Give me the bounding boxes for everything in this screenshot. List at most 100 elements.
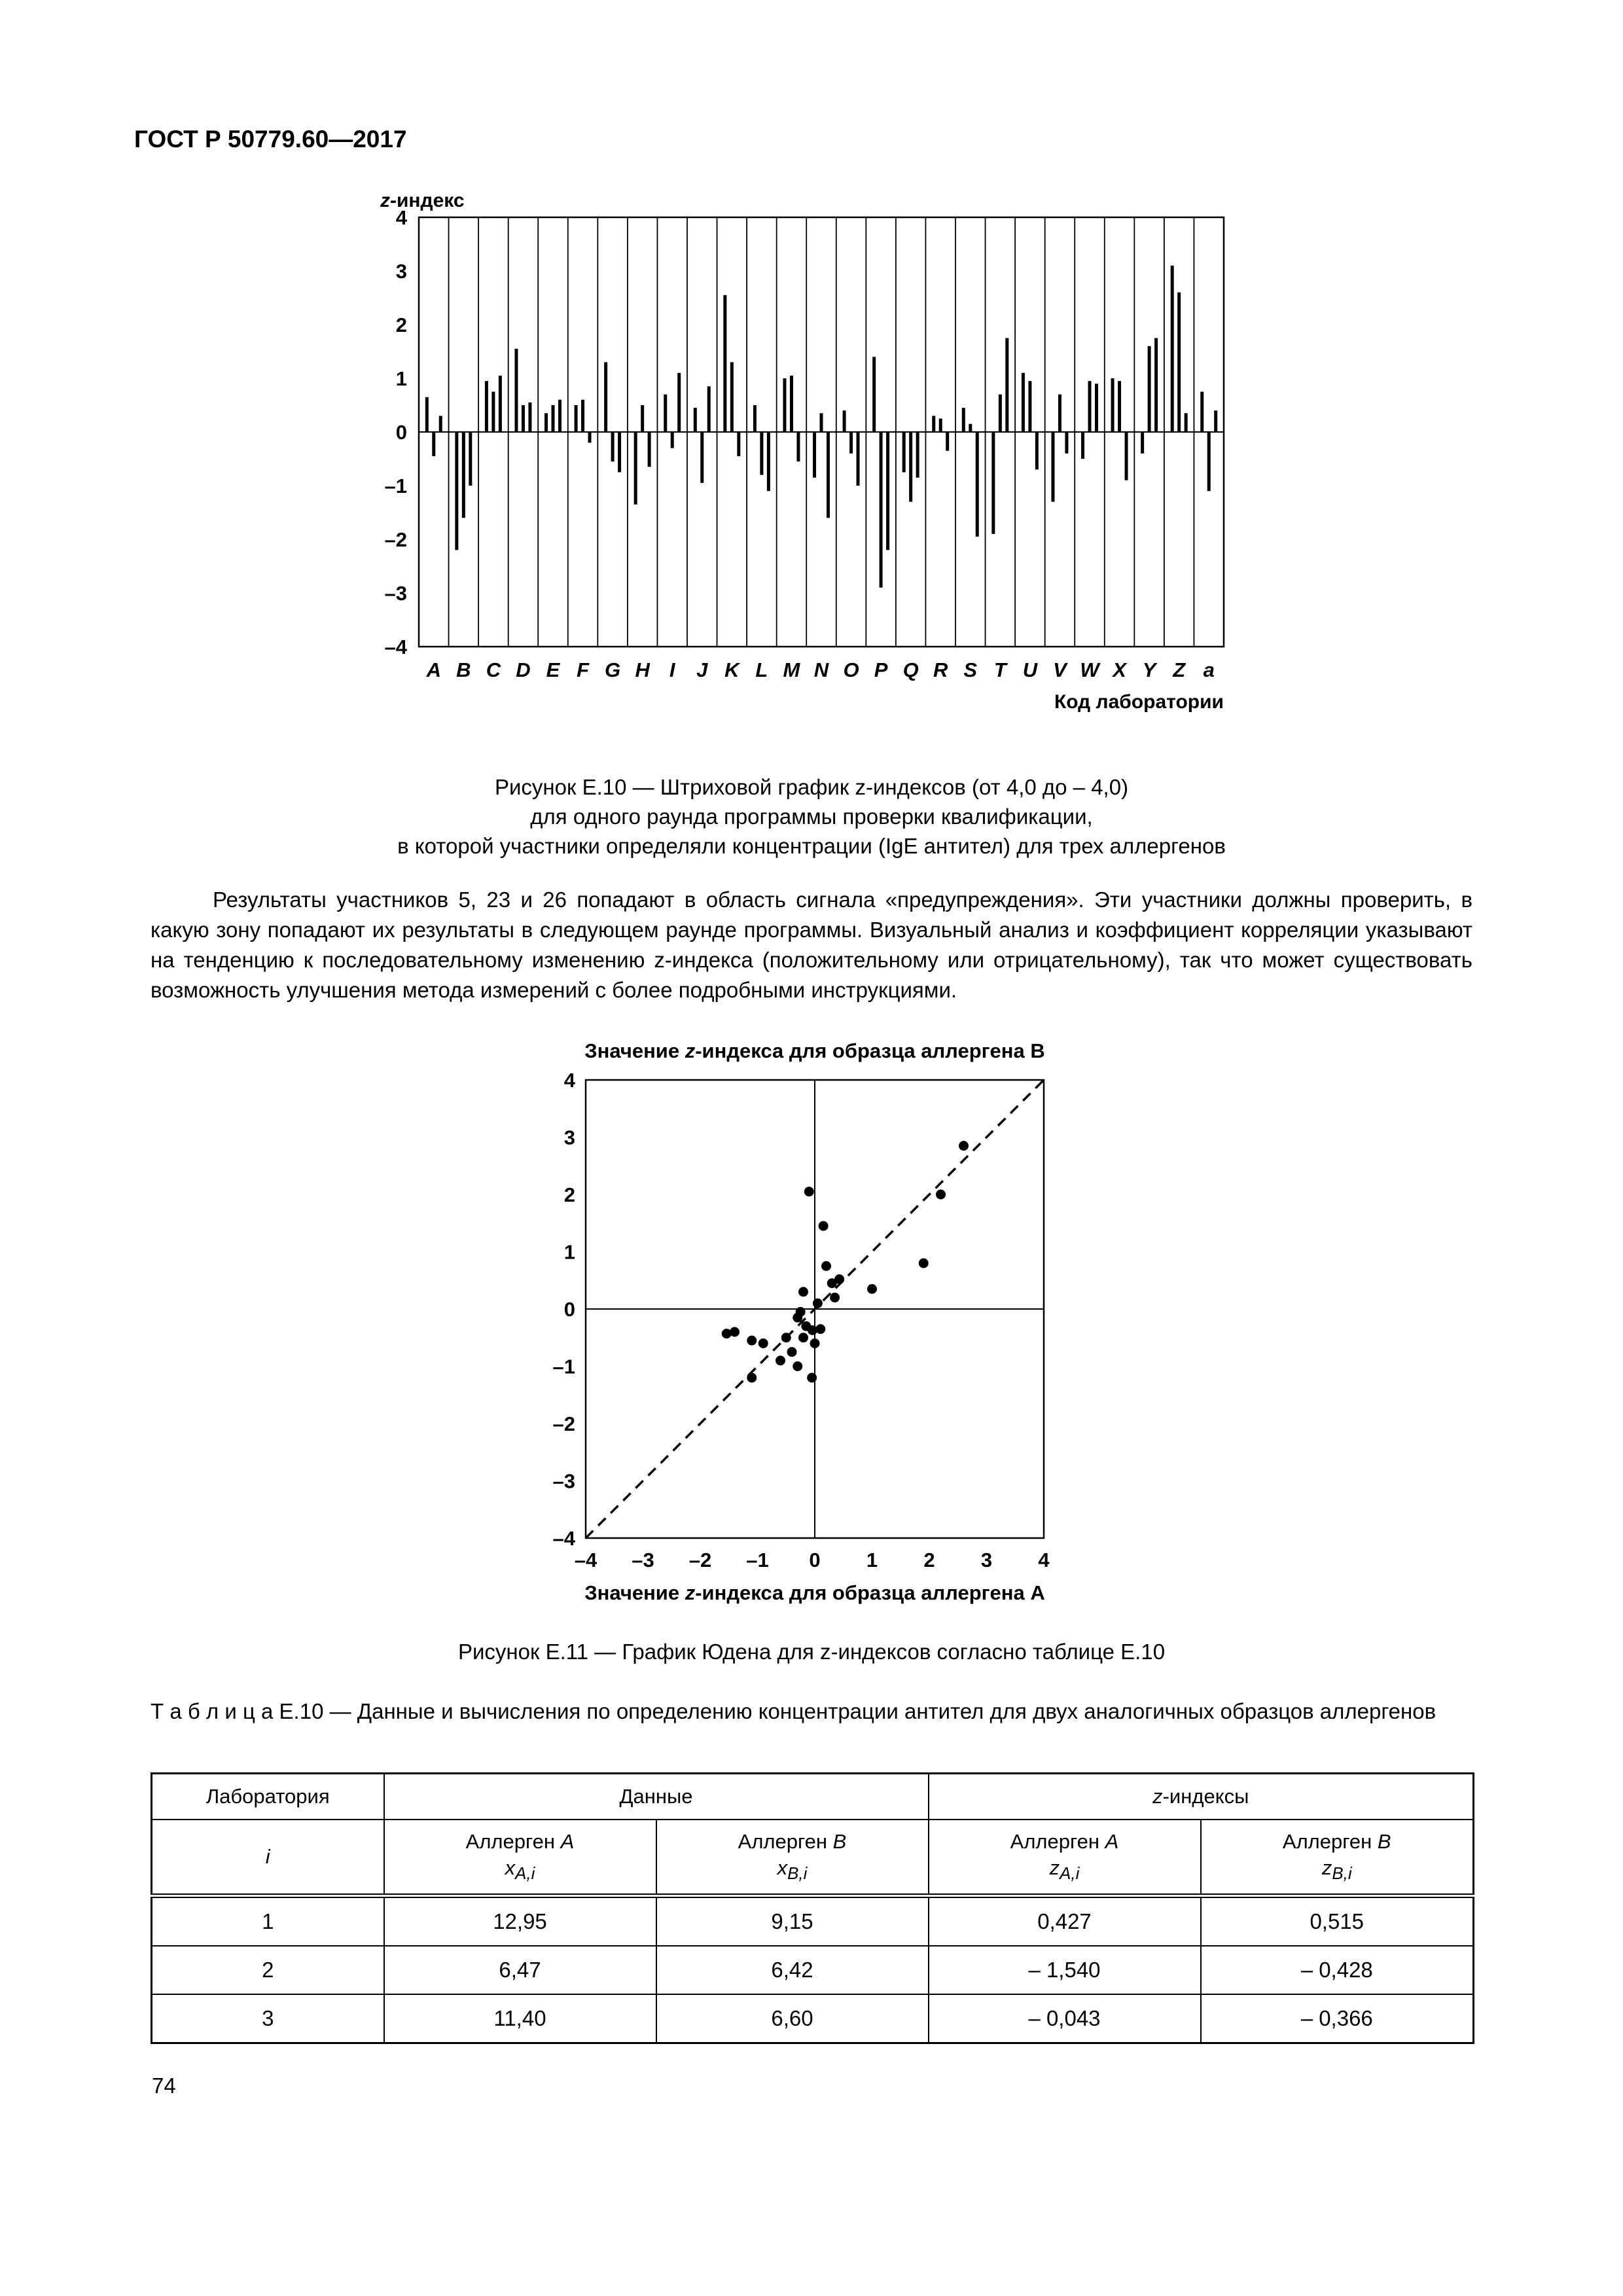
svg-text:0: 0 bbox=[396, 421, 407, 444]
svg-text:K: K bbox=[724, 658, 741, 681]
col-subheader-i: i bbox=[151, 1819, 385, 1898]
col-subheader-xb: Аллерген B xB,i bbox=[655, 1819, 929, 1898]
svg-text:Значение z-индекса для образца: Значение z-индекса для образца аллергена… bbox=[584, 1581, 1045, 1604]
table-row: 1 12,95 9,15 0,427 0,515 bbox=[151, 1895, 1474, 1946]
col-subheader-zb: Аллерген B zB,i bbox=[1200, 1819, 1474, 1898]
svg-text:–2: –2 bbox=[553, 1412, 575, 1435]
col-group-zindex: z-индексы bbox=[927, 1772, 1474, 1820]
table-e10-wrap: Лаборатория Данные z-индексы i Аллерген … bbox=[151, 1772, 1474, 2044]
cell-lab: 1 bbox=[151, 1895, 385, 1946]
svg-text:F: F bbox=[577, 658, 590, 681]
svg-text:J: J bbox=[696, 658, 708, 681]
svg-text:–3: –3 bbox=[632, 1549, 654, 1571]
cell-xb: 6,60 bbox=[655, 1994, 929, 2044]
cell-za: – 0,043 bbox=[927, 1994, 1202, 2044]
cell-lab: 3 bbox=[151, 1994, 385, 2044]
figure-e11: –4 –4 –3 –3 –2 –2 –1 –1 0 0 1 1 2 2 3 3 4 4 Значение z-инд… bbox=[520, 1039, 1103, 1622]
figure-e10-caption-line1: Рисунок Е.10 — Штриховой график z-индекс… bbox=[494, 775, 1129, 799]
svg-text:2: 2 bbox=[564, 1183, 575, 1206]
body-paragraph-text: Результаты участников 5, 23 и 26 попадаю… bbox=[151, 888, 1472, 1002]
svg-text:0: 0 bbox=[809, 1549, 820, 1571]
svg-text:X: X bbox=[1111, 658, 1128, 681]
svg-text:D: D bbox=[516, 658, 530, 681]
svg-text:C: C bbox=[486, 658, 501, 681]
svg-text:–1: –1 bbox=[385, 475, 407, 497]
svg-text:0: 0 bbox=[564, 1298, 575, 1321]
svg-text:Код лаборатории: Код лаборатории bbox=[1054, 691, 1224, 713]
cell-za: – 1,540 bbox=[927, 1945, 1202, 1995]
svg-text:Y: Y bbox=[1143, 658, 1158, 681]
svg-text:N: N bbox=[814, 658, 829, 681]
svg-text:G: G bbox=[605, 658, 620, 681]
svg-text:S: S bbox=[963, 658, 977, 681]
svg-text:L: L bbox=[755, 658, 768, 681]
svg-text:P: P bbox=[874, 658, 888, 681]
svg-text:O: O bbox=[843, 658, 859, 681]
svg-text:2: 2 bbox=[396, 314, 407, 336]
svg-text:H: H bbox=[635, 658, 650, 681]
svg-text:M: M bbox=[783, 658, 801, 681]
svg-text:1: 1 bbox=[564, 1241, 575, 1264]
svg-text:–3: –3 bbox=[385, 582, 407, 605]
table-e10: Лаборатория Данные z-индексы i Аллерген … bbox=[151, 1772, 1474, 2044]
svg-text:R: R bbox=[933, 658, 948, 681]
youden-plot: –4–4 –3 –3 –2 –2 –1 –1 0 0 1 1 2 2 3 3 4 4 Значение z-инд… bbox=[553, 1039, 1050, 1604]
cell-xa: 6,47 bbox=[383, 1945, 657, 1995]
svg-text:Z: Z bbox=[1172, 658, 1186, 681]
figure-e11-caption: Рисунок Е.11 — График Юдена для z-индекс… bbox=[457, 1640, 1166, 1664]
col-header-laboratory: Лаборатория bbox=[151, 1772, 385, 1820]
svg-text:–2: –2 bbox=[689, 1549, 711, 1571]
svg-text:2: 2 bbox=[923, 1549, 935, 1571]
svg-text:4: 4 bbox=[396, 206, 408, 229]
page-title: ГОСТ Р 50779.60—2017 bbox=[134, 126, 407, 152]
svg-text:Значение z-индекса для образца: Значение z-индекса для образца аллергена… bbox=[584, 1039, 1045, 1062]
cell-zb: – 0,366 bbox=[1200, 1994, 1474, 2044]
cell-zb: 0,515 bbox=[1200, 1895, 1474, 1946]
table-row: 3 11,40 6,60 – 0,043 – 0,366 bbox=[151, 1994, 1474, 2044]
svg-text:E: E bbox=[546, 658, 561, 681]
svg-text:3: 3 bbox=[396, 260, 407, 283]
svg-text:a: a bbox=[1204, 658, 1215, 681]
svg-text:A: A bbox=[426, 658, 441, 681]
cell-xb: 6,42 bbox=[655, 1945, 929, 1995]
svg-text:3: 3 bbox=[981, 1549, 992, 1571]
svg-text:–1: –1 bbox=[746, 1549, 768, 1571]
svg-text:4: 4 bbox=[1038, 1549, 1050, 1571]
cell-xb: 9,15 bbox=[655, 1895, 929, 1946]
svg-text:T: T bbox=[994, 658, 1008, 681]
svg-text:3: 3 bbox=[564, 1126, 575, 1149]
svg-text:–4: –4 bbox=[385, 636, 408, 658]
page-number: 74 bbox=[152, 2073, 176, 2098]
svg-text:–4: –4 bbox=[553, 1527, 576, 1550]
svg-text:–2: –2 bbox=[385, 528, 407, 551]
col-group-data: Данные bbox=[383, 1772, 929, 1820]
col-subheader-za: Аллерген A zA,i bbox=[927, 1819, 1202, 1898]
svg-text:I: I bbox=[669, 658, 676, 681]
svg-text:V: V bbox=[1053, 658, 1068, 681]
col-subheader-xa: Аллерген A xA,i bbox=[383, 1819, 657, 1898]
svg-text:B: B bbox=[456, 658, 471, 681]
body-paragraph: Результаты участников 5, 23 и 26 попадаю… bbox=[151, 885, 1472, 1005]
svg-text:1: 1 bbox=[396, 367, 407, 390]
svg-text:Q: Q bbox=[903, 658, 919, 681]
svg-text:z-индекс: z-индекс bbox=[380, 191, 465, 211]
cell-lab: 2 bbox=[151, 1945, 385, 1995]
table-row: 2 6,47 6,42 – 1,540 – 0,428 bbox=[151, 1945, 1474, 1995]
cell-xa: 11,40 bbox=[383, 1994, 657, 2044]
table-e10-title: Т а б л и ц а Е.10 — Данные и вычисления… bbox=[151, 1699, 1436, 1723]
figure-e10-caption-line3: в которой участники определяли концентра… bbox=[397, 834, 1226, 858]
cell-zb: – 0,428 bbox=[1200, 1945, 1474, 1995]
figure-e10-caption-line2: для одного раунда программы проверки ква… bbox=[530, 804, 1093, 829]
svg-text:–1: –1 bbox=[553, 1355, 575, 1378]
cell-za: 0,427 bbox=[927, 1895, 1202, 1946]
svg-text:–4: –4 bbox=[575, 1549, 597, 1571]
svg-text:4: 4 bbox=[564, 1069, 576, 1092]
cell-xa: 12,95 bbox=[383, 1895, 657, 1946]
figure-e10-caption: Рисунок Е.10 — Штриховой график z-индекс… bbox=[151, 772, 1472, 861]
svg-text:U: U bbox=[1023, 658, 1039, 681]
svg-text:–3: –3 bbox=[553, 1470, 575, 1493]
svg-text:1: 1 bbox=[866, 1549, 878, 1571]
